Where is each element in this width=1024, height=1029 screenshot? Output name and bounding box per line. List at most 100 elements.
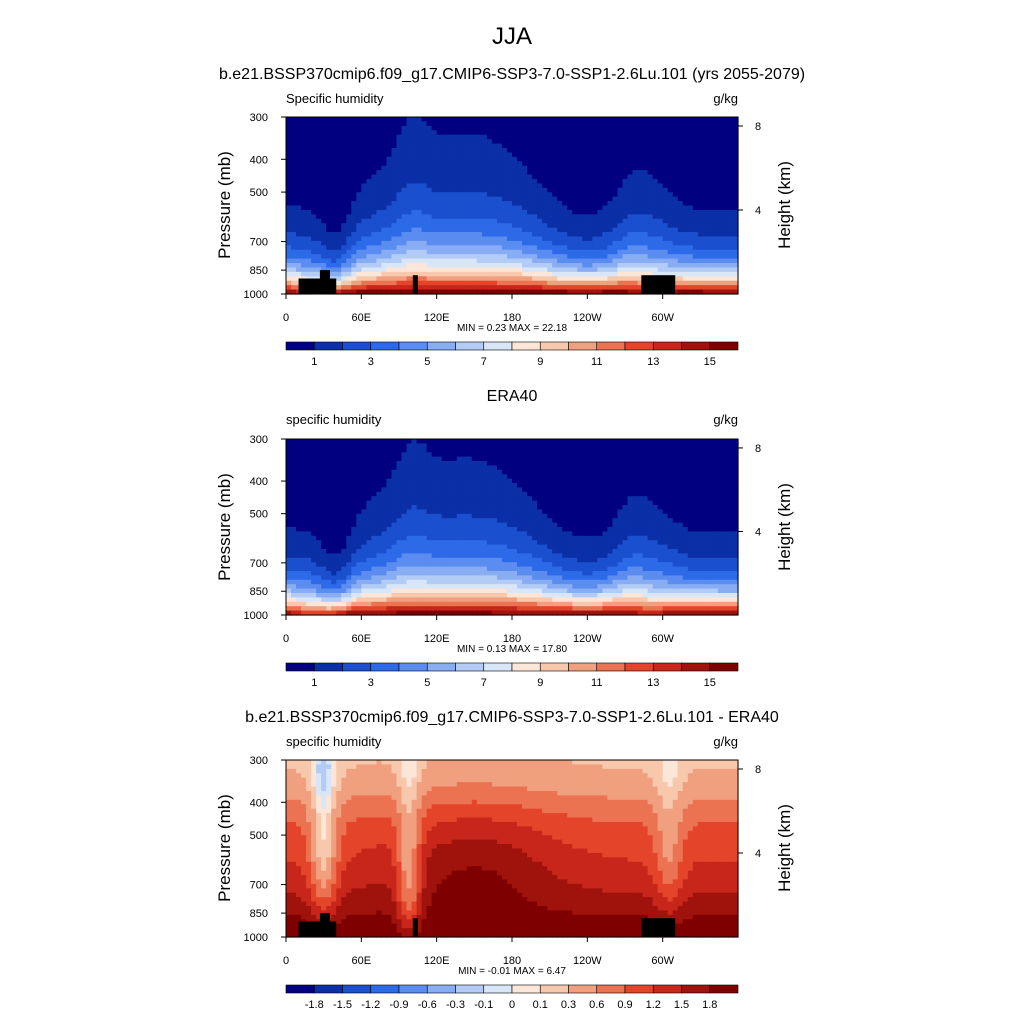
field-cell	[728, 457, 734, 462]
field-cell	[437, 144, 443, 149]
field-cell	[648, 479, 654, 484]
field-cell	[612, 276, 618, 281]
field-cell	[663, 496, 669, 501]
field-cell	[321, 179, 327, 184]
field-cell	[628, 139, 634, 144]
field-cell	[633, 175, 639, 180]
field-cell	[698, 272, 704, 277]
field-cell	[547, 139, 553, 144]
field-cell	[698, 161, 704, 166]
field-cell	[612, 166, 618, 171]
x-tick-label: 120E	[424, 312, 450, 324]
field-cell	[592, 170, 598, 175]
field-cell	[688, 161, 694, 166]
field-cell	[402, 161, 408, 166]
field-cell	[723, 214, 729, 219]
field-cell	[658, 139, 664, 144]
field-cell	[386, 439, 392, 444]
field-cell	[653, 144, 659, 149]
field-cell	[537, 241, 543, 246]
field-cell	[502, 183, 508, 188]
field-cell	[527, 487, 533, 492]
field-cell	[693, 483, 699, 488]
field-cell	[487, 219, 493, 224]
field-cell	[678, 183, 684, 188]
field-cell	[336, 461, 342, 466]
field-cell	[658, 161, 664, 166]
field-cell	[492, 135, 498, 140]
field-cell	[502, 135, 508, 140]
field-cell	[577, 130, 583, 135]
field-cell	[366, 144, 372, 149]
field-cell	[653, 201, 659, 206]
field-cell	[683, 245, 689, 250]
field-cell	[371, 479, 377, 484]
field-cell	[442, 245, 448, 250]
field-cell	[371, 232, 377, 237]
field-cell	[487, 236, 493, 241]
field-cell	[633, 179, 639, 184]
field-cell	[351, 219, 357, 224]
field-cell	[457, 188, 463, 193]
field-cell	[537, 479, 543, 484]
field-cell	[688, 259, 694, 264]
field-cell	[678, 148, 684, 153]
field-cell	[316, 175, 322, 180]
field-cell	[386, 152, 392, 157]
field-cell	[336, 232, 342, 237]
field-cell	[291, 144, 297, 149]
field-cell	[417, 474, 423, 479]
field-cell	[442, 126, 448, 131]
field-cell	[728, 241, 734, 246]
field-cell	[326, 183, 332, 188]
field-cell	[427, 272, 433, 277]
field-cell	[361, 250, 367, 255]
field-cell	[417, 461, 423, 466]
field-cell	[542, 144, 548, 149]
field-cell	[577, 183, 583, 188]
field-cell	[723, 144, 729, 149]
field-cell	[532, 179, 538, 184]
field-cell	[673, 179, 679, 184]
field-cell	[723, 219, 729, 224]
field-cell	[356, 197, 362, 202]
field-cell	[542, 188, 548, 193]
field-cell	[497, 461, 503, 466]
field-cell	[402, 448, 408, 453]
field-cell	[572, 223, 578, 228]
field-cell	[336, 281, 342, 286]
field-cell	[572, 443, 578, 448]
field-cell	[622, 448, 628, 453]
field-cell	[653, 236, 659, 241]
field-cell	[301, 152, 307, 157]
field-cell	[427, 461, 433, 466]
field-cell	[311, 254, 317, 259]
field-cell	[462, 457, 468, 462]
field-cell	[286, 121, 292, 126]
field-cell	[517, 470, 523, 475]
field-cell	[371, 470, 377, 475]
field-cell	[346, 139, 352, 144]
field-cell	[557, 281, 563, 286]
field-cell	[427, 197, 433, 202]
field-cell	[643, 487, 649, 492]
field-cell	[422, 223, 428, 228]
field-cell	[376, 148, 382, 153]
field-cell	[437, 219, 443, 224]
field-cell	[542, 148, 548, 153]
field-cell	[572, 483, 578, 488]
field-cell	[291, 281, 297, 286]
field-cell	[658, 197, 664, 202]
field-cell	[633, 223, 639, 228]
field-cell	[562, 144, 568, 149]
field-cell	[286, 126, 292, 131]
field-cell	[582, 179, 588, 184]
field-cell	[602, 232, 608, 237]
field-cell	[552, 443, 558, 448]
field-cell	[371, 139, 377, 144]
field-cell	[381, 126, 387, 131]
field-cell	[381, 144, 387, 149]
field-cell	[693, 201, 699, 206]
field-cell	[351, 439, 357, 444]
field-cell	[301, 254, 307, 259]
